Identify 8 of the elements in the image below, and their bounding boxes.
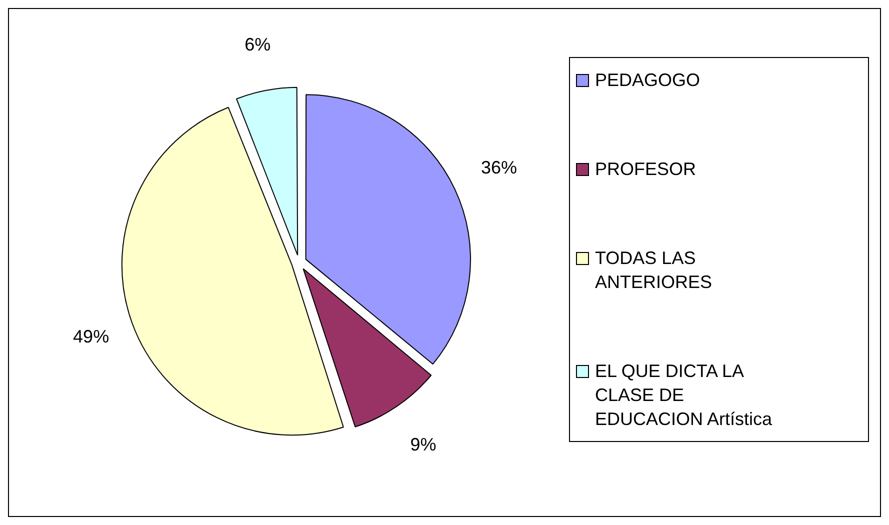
data-label: 6% [244, 34, 271, 54]
legend-label: EL QUE DICTA LA CLASE DE EDUCACION Artística [595, 360, 774, 431]
legend-label: PEDAGOGO [595, 69, 702, 92]
legend-label: PROFESOR [595, 158, 698, 181]
data-label: 9% [410, 434, 436, 454]
data-label: 36% [480, 157, 517, 178]
data-label: 49% [73, 326, 110, 346]
legend-label: TODAS LAS ANTERIORES [595, 247, 714, 294]
